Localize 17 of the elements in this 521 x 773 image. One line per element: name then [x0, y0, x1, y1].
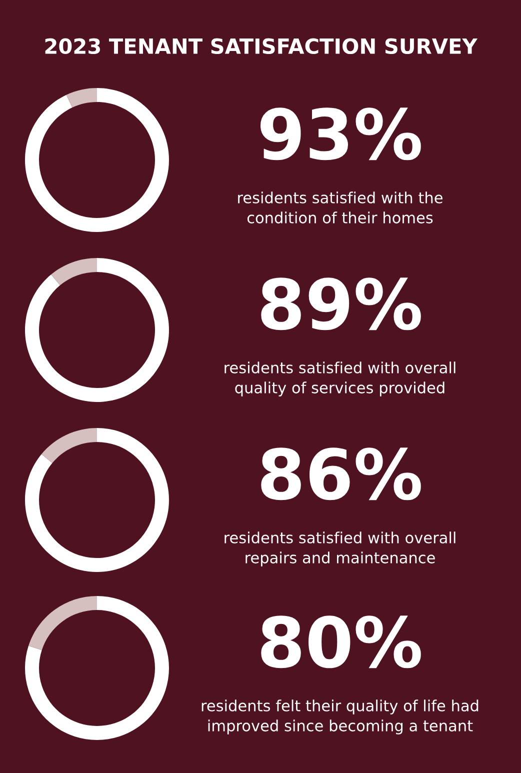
- data-label: 86%: [261, 448, 421, 500]
- donut-slice: [25, 88, 169, 232]
- donut-slice: [25, 596, 169, 740]
- donut-slice: [51, 258, 97, 286]
- donut-slice: [28, 596, 97, 650]
- data-label: 93%: [260, 108, 421, 160]
- data-label: 89%: [261, 278, 421, 330]
- text: residents satisfied with overall quality of services provided: [224, 362, 456, 396]
- donut-slice: [42, 428, 97, 464]
- donut-slice: [25, 258, 169, 402]
- donut-slice: [66, 88, 97, 108]
- data-label: 80%: [261, 616, 421, 668]
- text: residents satisfied with overall repairs and maintenance: [224, 532, 456, 566]
- chart-title: 2023 TENANT SATISFACTION SURVEY: [45, 38, 478, 54]
- donut-slice: [25, 428, 169, 572]
- text: residents felt their quality of life had improved since becoming a tenant: [202, 700, 478, 734]
- text: residents satisfied with the condition of their homes: [238, 192, 442, 224]
